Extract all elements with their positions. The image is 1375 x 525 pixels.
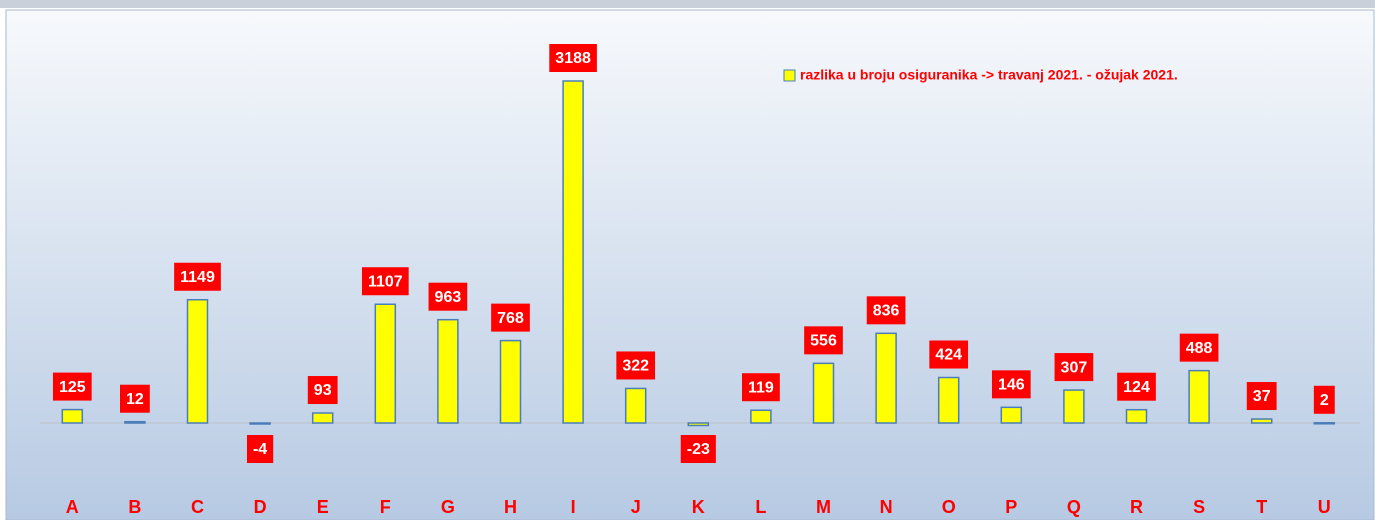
- x-tick-label: D: [254, 497, 267, 517]
- bar: [311, 412, 334, 424]
- value-label: -4: [253, 441, 267, 458]
- x-tick-label: L: [755, 497, 766, 517]
- value-label: 963: [435, 289, 462, 306]
- x-tick-label: R: [1130, 497, 1143, 517]
- x-tick-label: G: [441, 497, 455, 517]
- bar: [687, 422, 710, 427]
- bar: [1125, 408, 1148, 424]
- value-label: 307: [1061, 359, 1088, 376]
- value-label-box: [616, 351, 656, 380]
- value-label: 3188: [555, 50, 591, 67]
- value-label: 119: [748, 379, 774, 396]
- x-tick-label: N: [880, 497, 893, 517]
- bar: [1313, 422, 1336, 425]
- value-label-box: [246, 435, 274, 463]
- value-label-box: [741, 373, 780, 402]
- value-label-box: [120, 384, 150, 413]
- x-tick-label: O: [942, 497, 956, 517]
- x-tick-label: P: [1005, 497, 1017, 517]
- x-tick-label: A: [66, 497, 79, 517]
- value-label-box: [1054, 353, 1094, 382]
- value-label: 768: [497, 310, 524, 327]
- x-tick-label: K: [692, 497, 705, 517]
- bar: [437, 318, 459, 424]
- value-label-box: [549, 44, 597, 72]
- value-label-box: [680, 435, 716, 463]
- value-label: 1149: [180, 269, 215, 286]
- value-label: 146: [998, 377, 1025, 394]
- x-tick-label: Q: [1067, 497, 1081, 517]
- bar: [624, 387, 647, 424]
- x-tick-label: F: [380, 497, 391, 517]
- bar: [124, 420, 146, 424]
- value-label: 37: [1253, 388, 1271, 405]
- value-label: 488: [1186, 340, 1213, 357]
- bar: [61, 408, 84, 424]
- legend-label: razlika u broju osiguranika -> travanj 2…: [800, 67, 1178, 83]
- bar: [249, 422, 271, 425]
- bar: [875, 332, 897, 424]
- bar: [562, 80, 584, 424]
- value-label: 424: [935, 347, 962, 364]
- value-label: 556: [810, 333, 837, 350]
- legend-swatch: [783, 69, 796, 82]
- value-label-box: [174, 262, 221, 291]
- x-tick-label: J: [631, 497, 641, 517]
- bar: [812, 362, 835, 424]
- value-label: 124: [1123, 379, 1150, 396]
- value-label-box: [866, 296, 906, 325]
- value-label: 322: [622, 358, 649, 375]
- x-tick-label: H: [504, 497, 517, 517]
- value-label-box: [929, 340, 969, 369]
- x-tick-label: S: [1193, 497, 1205, 517]
- x-tick-label: U: [1318, 497, 1331, 517]
- value-label-box: [1246, 382, 1277, 411]
- value-label-box: [52, 372, 92, 401]
- top-strip: [0, 0, 1375, 8]
- bar: [186, 298, 209, 424]
- x-tick-label: I: [571, 497, 576, 517]
- value-label: 12: [126, 391, 144, 408]
- bar: [1063, 389, 1085, 424]
- bar: [499, 339, 522, 424]
- value-label-box: [1313, 385, 1335, 414]
- value-label: 836: [873, 303, 900, 320]
- x-tick-label: M: [816, 497, 831, 517]
- value-label-box: [491, 303, 530, 332]
- bar: [374, 303, 397, 424]
- value-label-box: [361, 267, 409, 296]
- bar: [937, 376, 960, 424]
- x-tick-label: T: [1256, 497, 1267, 517]
- value-label: -23: [687, 441, 710, 458]
- value-label-box: [1117, 372, 1156, 401]
- x-tick-label: E: [317, 497, 329, 517]
- bar: [750, 409, 772, 424]
- value-label-box: [307, 376, 338, 405]
- value-label: 1107: [368, 273, 403, 290]
- bar: [1250, 418, 1273, 424]
- value-label-box: [428, 282, 468, 311]
- value-label: 125: [59, 379, 86, 396]
- bar: [1188, 369, 1210, 424]
- x-tick-label: B: [128, 497, 141, 517]
- value-label: 2: [1320, 392, 1329, 409]
- x-tick-label: C: [191, 497, 204, 517]
- value-label-box: [991, 370, 1031, 399]
- value-label: 93: [314, 382, 332, 399]
- value-label-box: [1179, 333, 1219, 362]
- bar: [1000, 406, 1023, 424]
- value-label-box: [804, 326, 843, 355]
